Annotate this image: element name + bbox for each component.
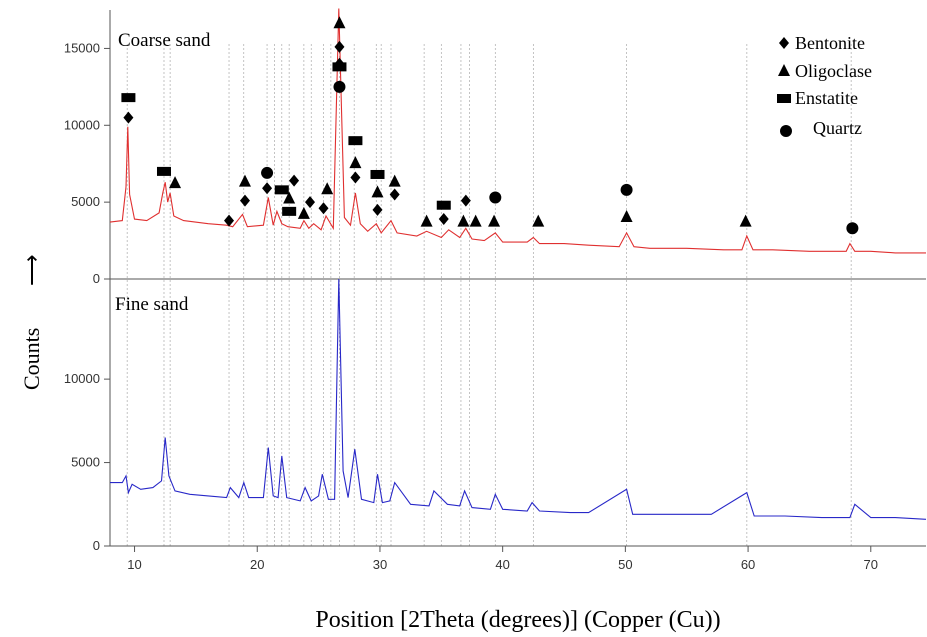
oligoclase-marker: [457, 214, 470, 227]
legend-label-enstatite: Enstatite: [795, 88, 858, 108]
fine-sand-label: Fine sand: [115, 294, 189, 315]
quartz-marker: [489, 191, 502, 204]
bentonite-marker: [262, 182, 273, 195]
bentonite-marker: [334, 40, 345, 53]
bentonite-marker: [305, 196, 316, 209]
legend: Bentonite Oligoclase Enstatite Quartz: [777, 33, 872, 138]
y-tick-label: 0: [93, 271, 100, 286]
bentonite-marker: [460, 194, 471, 207]
x-tick-label: 30: [373, 557, 387, 572]
x-tick-label: 60: [741, 557, 755, 572]
legend-label-quartz: Quartz: [813, 118, 862, 138]
arrow-up-icon: ⟶: [19, 254, 44, 286]
y-tick-label: 0: [93, 538, 100, 553]
square-icon: [777, 94, 791, 103]
oligoclase-marker: [321, 182, 334, 195]
x-tick-label: 50: [618, 557, 632, 572]
oligoclase-marker: [283, 191, 296, 204]
oligoclase-marker: [388, 174, 401, 187]
enstatite-marker: [156, 166, 171, 176]
quartz-marker: [620, 183, 633, 196]
bentonite-marker: [318, 202, 329, 215]
bentonite-marker: [372, 203, 383, 216]
legend-label-bentonite: Bentonite: [795, 33, 865, 53]
fine-sand-panel: 0 5000 10000 Fine sand: [64, 278, 927, 553]
diamond-icon: [779, 37, 789, 49]
oligoclase-marker: [739, 214, 752, 227]
enstatite-marker: [332, 62, 347, 72]
x-axis-ticks: 10 20 30 40 50 60 70: [127, 546, 878, 572]
legend-item-bentonite: Bentonite: [779, 33, 865, 53]
enstatite-marker: [348, 136, 363, 146]
y-tick-label: 10000: [64, 371, 100, 386]
enstatite-marker: [436, 200, 451, 210]
quartz-marker: [261, 166, 274, 179]
x-tick-label: 10: [127, 557, 141, 572]
fine-sand-y-ticks: 0 5000 10000: [64, 371, 110, 553]
y-tick-label: 10000: [64, 117, 100, 132]
x-tick-label: 40: [495, 557, 509, 572]
bentonite-marker: [350, 171, 361, 184]
quartz-marker: [846, 222, 859, 235]
coarse-sand-trace: [109, 8, 926, 254]
bentonite-marker: [224, 214, 235, 227]
bentonite-marker: [438, 213, 449, 226]
oligoclase-marker: [297, 206, 310, 219]
enstatite-marker: [274, 185, 289, 195]
x-axis-label: Position [2Theta (degrees)] (Copper (Cu)…: [315, 607, 720, 633]
coarse-sand-label: Coarse sand: [118, 30, 211, 51]
oligoclase-marker: [420, 214, 433, 227]
circle-icon: [780, 125, 792, 137]
legend-item-oligoclase: Oligoclase: [778, 61, 872, 81]
oligoclase-marker: [532, 214, 545, 227]
x-tick-label: 70: [864, 557, 878, 572]
fine-sand-trace: [110, 278, 927, 520]
phase-markers: [121, 16, 859, 235]
y-tick-label: 15000: [64, 40, 100, 55]
reference-lines: [126, 44, 852, 546]
bentonite-marker: [389, 188, 400, 201]
oligoclase-marker: [371, 185, 384, 198]
oligoclase-marker: [238, 174, 251, 187]
triangle-icon: [778, 64, 790, 76]
oligoclase-marker: [333, 16, 346, 29]
enstatite-marker: [282, 206, 297, 216]
legend-label-oligoclase: Oligoclase: [795, 61, 872, 81]
enstatite-marker: [370, 169, 385, 179]
quartz-marker: [333, 80, 346, 93]
legend-item-quartz: Quartz: [780, 118, 862, 138]
y-tick-label: 5000: [71, 194, 100, 209]
oligoclase-marker: [488, 214, 501, 227]
coarse-sand-y-ticks: 0 5000 10000 15000: [64, 40, 110, 286]
legend-item-enstatite: Enstatite: [777, 88, 858, 108]
oligoclase-marker: [620, 209, 633, 222]
bentonite-marker: [289, 174, 300, 187]
enstatite-marker: [121, 93, 136, 103]
y-tick-label: 5000: [71, 455, 100, 470]
oligoclase-marker: [169, 176, 182, 189]
oligoclase-marker: [469, 214, 482, 227]
coarse-sand-panel: 0 5000 10000 15000 Coarse sand: [64, 8, 926, 286]
bentonite-marker: [239, 194, 250, 207]
x-tick-label: 20: [250, 557, 264, 572]
y-axis-label: Counts: [19, 328, 44, 390]
oligoclase-marker: [349, 156, 362, 169]
y-axis-title: Counts ⟶: [19, 254, 44, 390]
bentonite-marker: [123, 111, 134, 124]
